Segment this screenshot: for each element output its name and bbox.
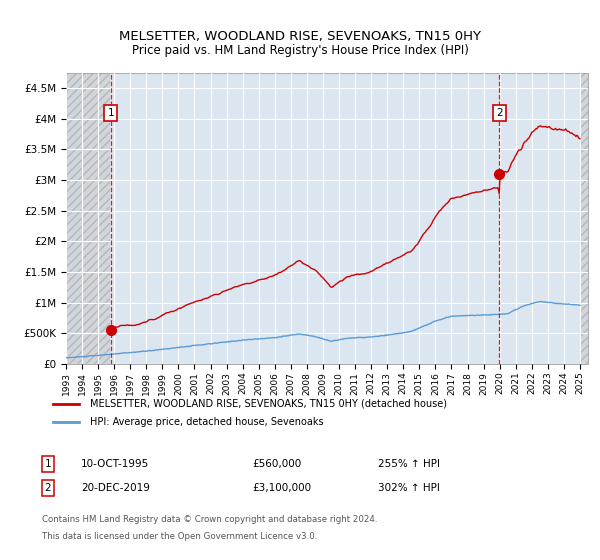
Text: £3,100,000: £3,100,000 xyxy=(252,483,311,493)
Text: MELSETTER, WOODLAND RISE, SEVENOAKS, TN15 0HY: MELSETTER, WOODLAND RISE, SEVENOAKS, TN1… xyxy=(119,30,481,43)
Text: 1: 1 xyxy=(44,459,52,469)
Bar xyxy=(66,73,110,364)
Text: Price paid vs. HM Land Registry's House Price Index (HPI): Price paid vs. HM Land Registry's House … xyxy=(131,44,469,57)
Text: MELSETTER, WOODLAND RISE, SEVENOAKS, TN15 0HY (detached house): MELSETTER, WOODLAND RISE, SEVENOAKS, TN1… xyxy=(89,399,446,409)
Text: This data is licensed under the Open Government Licence v3.0.: This data is licensed under the Open Gov… xyxy=(42,532,317,541)
Text: Contains HM Land Registry data © Crown copyright and database right 2024.: Contains HM Land Registry data © Crown c… xyxy=(42,515,377,524)
Text: 2: 2 xyxy=(496,108,502,118)
Text: 10-OCT-1995: 10-OCT-1995 xyxy=(81,459,149,469)
Bar xyxy=(580,73,588,364)
Text: 20-DEC-2019: 20-DEC-2019 xyxy=(81,483,150,493)
Text: 255% ↑ HPI: 255% ↑ HPI xyxy=(378,459,440,469)
Text: £560,000: £560,000 xyxy=(252,459,301,469)
Text: 2: 2 xyxy=(44,483,52,493)
Text: 302% ↑ HPI: 302% ↑ HPI xyxy=(378,483,440,493)
Text: HPI: Average price, detached house, Sevenoaks: HPI: Average price, detached house, Seve… xyxy=(89,417,323,427)
Text: 1: 1 xyxy=(107,108,114,118)
